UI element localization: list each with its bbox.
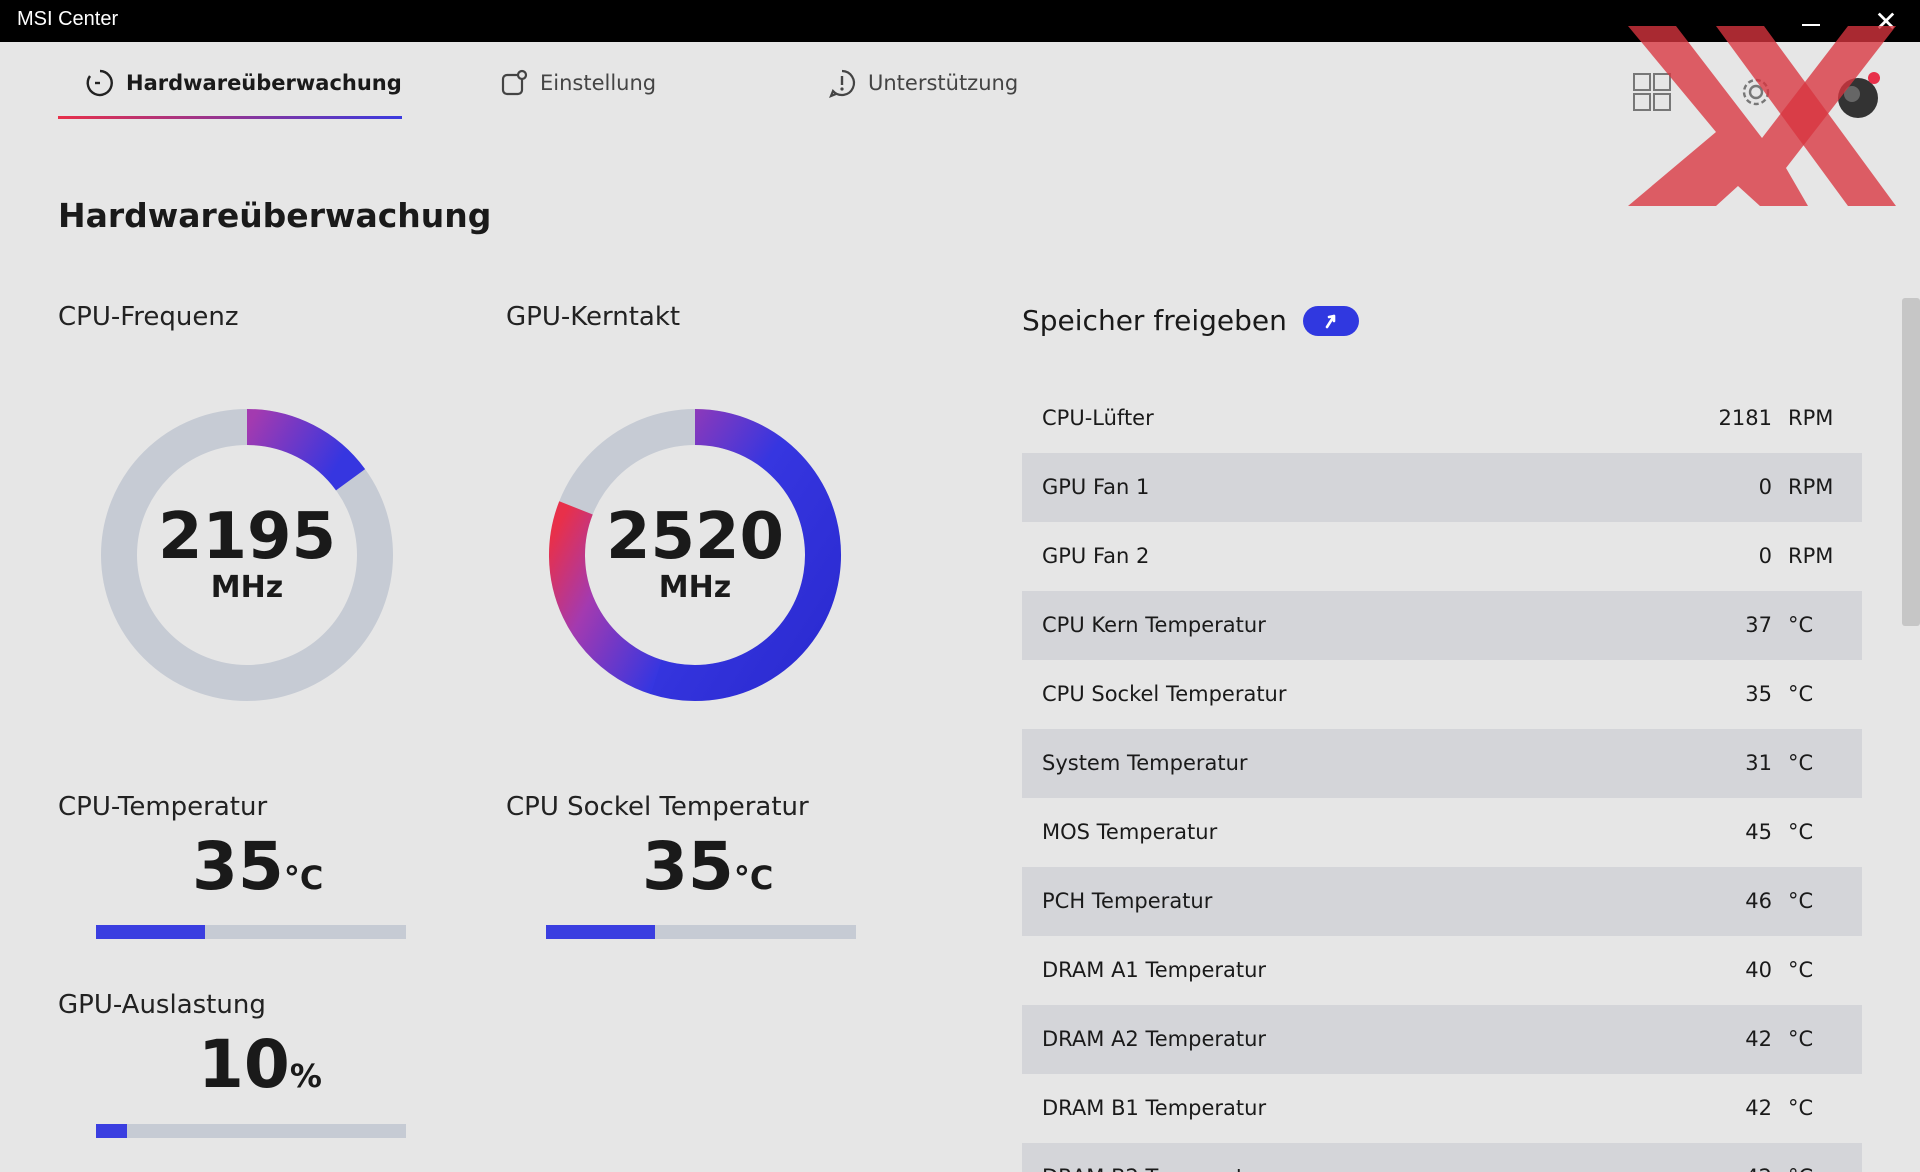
minimize-button[interactable] [1796,0,1846,42]
support-alert-icon [829,69,856,98]
release-memory: Speicher freigeben [1022,304,1359,337]
sensor-name: PCH Temperatur [1042,889,1213,913]
monitor-gauge-icon [86,69,113,97]
sensor-name: GPU Fan 1 [1042,475,1150,499]
sensor-row: System Temperatur 31 °C [1022,729,1862,798]
socket-temperature-label: CPU Sockel Temperatur [506,792,809,822]
gear-icon[interactable] [1734,70,1778,114]
sensor-unit: °C [1788,1165,1813,1172]
gpu-clock-unit: MHz [658,570,732,605]
socket-temperature-bar [546,925,856,939]
cpu-temperature-label: CPU-Temperatur [58,792,268,822]
sensor-row: DRAM A1 Temperatur 40 °C [1022,936,1862,1005]
sensor-unit: °C [1788,958,1814,982]
sensor-list: CPU-Lüfter 2181 RPM GPU Fan 1 0 RPM GPU Fan 2 0… [1022,384,1862,1172]
gpu-load-label: GPU-Auslastung [58,990,266,1020]
sensor-name: MOS Temperatur [1042,820,1218,844]
sensor-value: 42 [1745,1096,1772,1120]
close-button[interactable]: ✕ [1874,5,1898,38]
sensor-value: 42 [1745,1027,1772,1051]
avatar[interactable] [1832,70,1884,122]
sensor-name: CPU Kern Temperatur [1042,613,1266,637]
release-memory-label: Speicher freigeben [1022,304,1287,337]
window-title: MSI Center [17,8,119,30]
sensor-row: DRAM B2 Temperatur 42 °C [1022,1143,1862,1172]
cpu-frequency-unit: MHz [210,570,284,605]
sensor-unit: °C [1788,682,1814,706]
tab-hardware-monitor[interactable]: Hardwareüberwachung [84,62,402,104]
sensor-value: 0 [1758,475,1772,499]
sensor-value: 45 [1745,820,1772,844]
sensor-unit: °C [1788,889,1814,913]
sensor-value: 40 [1745,958,1772,982]
sensor-value: 46 [1745,889,1772,913]
tab-label: Einstellung [540,71,657,95]
sensor-row: MOS Temperatur 45 °C [1022,798,1862,867]
gpu-load-bar [96,1124,406,1138]
sensor-row: CPU Sockel Temperatur 35 °C [1022,660,1862,729]
cpu-gauge-arc [246,409,366,491]
sensor-unit: °C [1788,820,1814,844]
sensor-value: 35 [1745,682,1772,706]
sensor-row: GPU Fan 1 0 RPM [1022,453,1862,522]
sensor-row: GPU Fan 2 0 RPM [1022,522,1862,591]
sensor-unit: RPM [1788,475,1834,499]
sensor-name: DRAM A1 Temperatur [1042,958,1267,982]
sensor-unit: °C [1788,1027,1814,1051]
grid-icon[interactable] [1632,70,1672,114]
cpu-frequency-value: 2195 [157,500,337,574]
sensor-name: GPU Fan 2 [1042,544,1150,568]
gpu-gauge-arc-left [549,501,663,695]
sensor-name: DRAM B1 Temperatur [1042,1096,1267,1120]
release-memory-button[interactable] [1302,305,1359,336]
sensor-name: DRAM B2 Temperatur [1042,1165,1266,1172]
gpu-clock-gauge: 2520 MHz [545,405,845,705]
sensor-name: DRAM A2 Temperatur [1042,1027,1267,1051]
sensor-unit: RPM [1788,544,1834,568]
tab-label: Unterstützung [868,71,1019,95]
cpu-frequency-gauge: 2195 MHz [97,405,397,705]
page-title: Hardwareüberwachung [58,196,492,235]
sensor-value: 42 [1745,1165,1772,1172]
tab-settings[interactable]: Einstellung [498,62,656,104]
sensor-unit: °C [1788,751,1814,775]
rocket-icon [1325,314,1336,328]
settings-square-icon [501,69,528,96]
sensor-unit: RPM [1788,406,1834,430]
sensor-unit: °C [1788,1096,1814,1120]
sensor-name: CPU Sockel Temperatur [1042,682,1287,706]
cpu-frequency-label: CPU-Frequenz [58,302,239,332]
sensor-row: CPU Kern Temperatur 37 °C [1022,591,1862,660]
cpu-temperature-value: 35°C [192,828,324,905]
gpu-gauge-arc-right [649,409,841,701]
sensor-name: CPU-Lüfter [1042,406,1154,430]
gpu-clock-label: GPU-Kerntakt [506,302,681,332]
tab-support[interactable]: Unterstützung [826,62,1018,104]
sensor-row: DRAM A2 Temperatur 42 °C [1022,1005,1862,1074]
cpu-temperature-bar [96,925,406,939]
sensor-value: 37 [1745,613,1772,637]
gpu-load-value: 10% [198,1026,322,1103]
active-tab-indicator [58,116,402,119]
sensor-row: PCH Temperatur 46 °C [1022,867,1862,936]
title-bar: MSI Center ✕ [0,0,1920,42]
sensor-row: DRAM B1 Temperatur 42 °C [1022,1074,1862,1143]
sensor-unit: °C [1788,613,1814,637]
sensor-name: System Temperatur [1042,751,1248,775]
sensor-row: CPU-Lüfter 2181 RPM [1022,384,1862,453]
socket-temperature-value: 35°C [642,828,774,905]
tab-label: Hardwareüberwachung [126,71,402,95]
sensor-value: 31 [1745,751,1772,775]
sensor-value: 0 [1758,544,1772,568]
sensor-value: 2181 [1718,406,1772,430]
gpu-clock-value: 2520 [605,500,785,574]
scrollbar[interactable] [1902,298,1920,626]
